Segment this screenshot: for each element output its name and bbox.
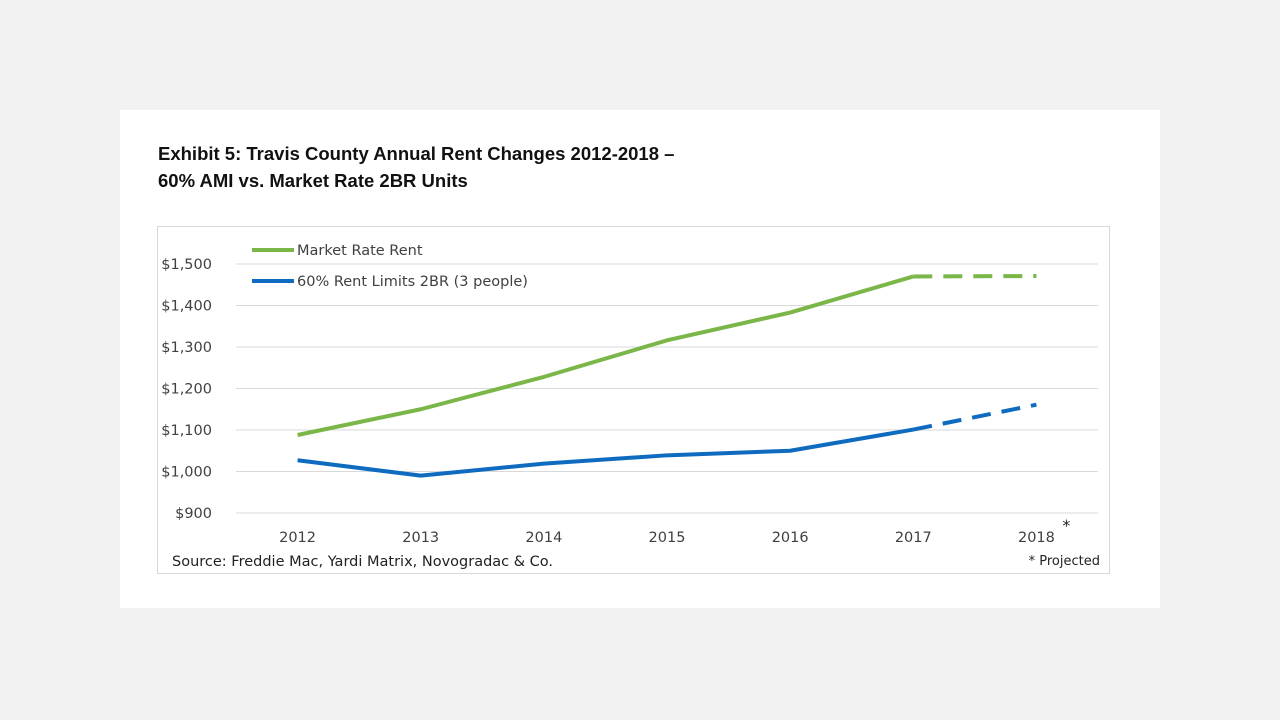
exhibit-title: Exhibit 5: Travis County Annual Rent Cha… [158,140,674,194]
series-line-actual [297,274,914,437]
series-lines [297,274,1037,478]
legend-label: Market Rate Rent [297,243,423,259]
series-line-projected [912,402,1037,432]
chart-frame: $900 $1,000 $1,100 $1,200 $1,300 $1,400 $1,500… [157,226,1110,574]
x-tick-label: 2015 [649,530,686,546]
source-note: Source: Freddie Mac, Yardi Matrix, Novog… [172,554,553,570]
x-tick-label: 2014 [525,530,562,546]
x-tick-label: 2016 [772,530,809,546]
x-tick-label: 2013 [402,530,439,546]
projected-note: * Projected [1029,554,1100,569]
line-chart: $900 $1,000 $1,100 $1,200 $1,300 $1,400 $1,500… [161,243,1100,570]
title-line-1: Exhibit 5: Travis County Annual Rent Cha… [158,143,675,164]
y-tick-label: $1,200 [161,382,212,398]
x-tick-label: 2017 [895,530,932,546]
x-tick-label: 2018 [1018,530,1055,546]
x-axis-tick-labels: 2012 2013 2014 2015 2016 2017 2018 * [279,516,1070,546]
x-tick-label: 2012 [279,530,316,546]
y-tick-label: $1,100 [161,423,212,439]
y-axis-tick-labels: $900 $1,000 $1,100 $1,200 $1,300 $1,400 $1,500 [161,257,212,522]
y-tick-label: $900 [175,506,212,522]
gridlines [236,263,1098,514]
title-line-2: 60% AMI vs. Market Rate 2BR Units [158,170,468,191]
y-tick-label: $1,500 [161,257,212,273]
series-line-actual [297,427,914,478]
y-tick-label: $1,000 [161,465,212,481]
y-tick-label: $1,300 [161,340,212,356]
y-tick-label: $1,400 [161,299,212,315]
projected-marker: * [1062,516,1070,535]
chart-legend: Market Rate Rent 60% Rent Limits 2BR (3 p… [252,243,528,290]
legend-label: 60% Rent Limits 2BR (3 people) [297,274,528,290]
